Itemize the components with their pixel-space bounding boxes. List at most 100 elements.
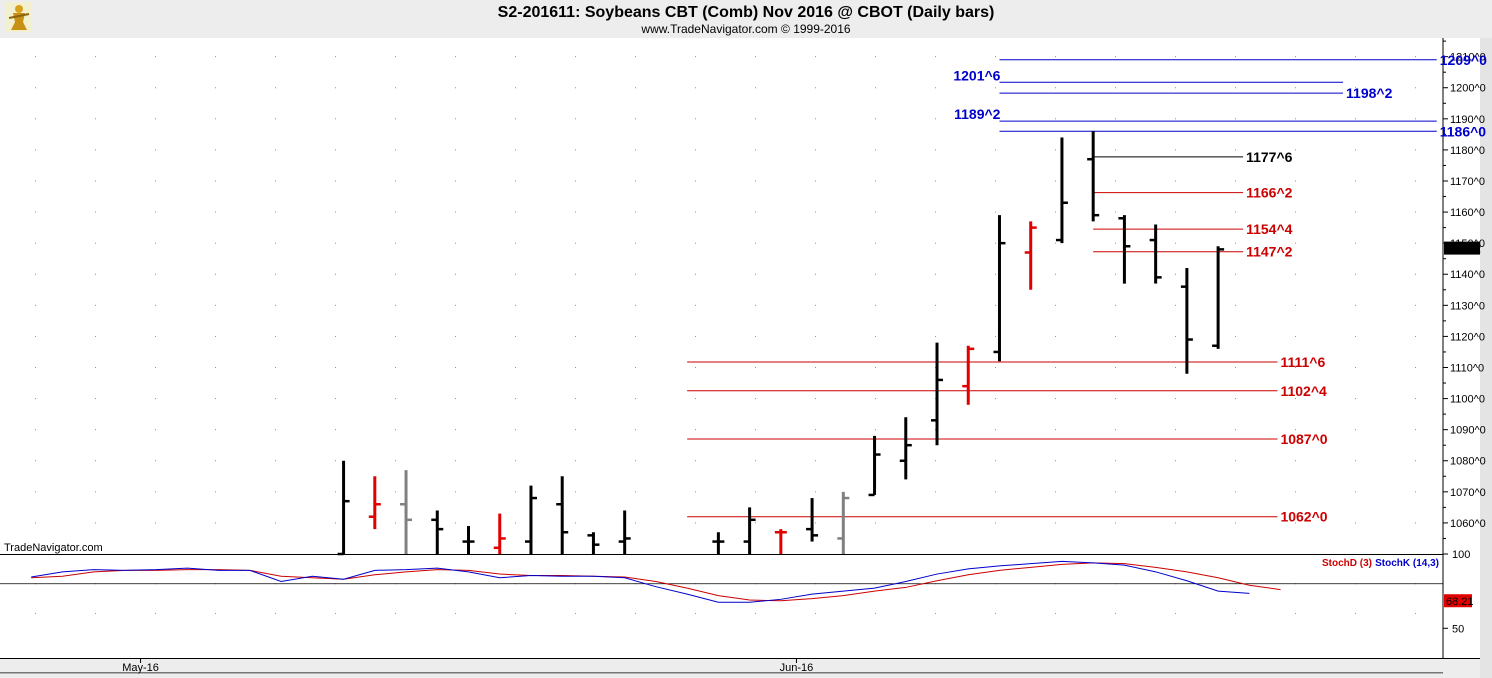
price-axis-ticks: 1060^0 1070^0 1080^0 1090^0 1100^0 1110^0 1120… (1443, 40, 1486, 635)
grid-dot (215, 429, 216, 431)
grid-dot (1415, 335, 1416, 337)
grid-dot (755, 491, 756, 493)
grid-dot (275, 118, 276, 120)
grid-dot (155, 398, 156, 400)
grid-dot (215, 522, 216, 524)
grid-dot (515, 242, 516, 244)
level-label: 1198^2 (1346, 85, 1393, 101)
grid-dot (635, 304, 636, 306)
grid-dot (935, 180, 936, 182)
grid-dot (155, 273, 156, 275)
grid-dot (515, 211, 516, 213)
grid-dot (935, 118, 936, 120)
grid-dot (1115, 149, 1116, 151)
grid-dot (155, 522, 156, 524)
grid-dot (35, 211, 36, 213)
grid-dot (935, 398, 936, 400)
price-bar (1055, 137, 1068, 244)
grid-dot (1235, 612, 1236, 614)
grid-dot (875, 335, 876, 337)
grid-dot (275, 612, 276, 614)
grid-dot (575, 304, 576, 306)
grid-dot (995, 429, 996, 431)
grid-dot (335, 87, 336, 89)
grid-dot (575, 612, 576, 614)
grid-dot (1235, 180, 1236, 182)
grid-dot (1115, 398, 1116, 400)
grid-dot (995, 612, 996, 614)
grid-dot (35, 335, 36, 337)
grid-dot (335, 56, 336, 58)
price-bar (400, 470, 413, 554)
grid-dot (1115, 522, 1116, 524)
grid-dot (815, 612, 816, 614)
grid-dot (695, 149, 696, 151)
price-bar (1118, 215, 1131, 284)
grid-dot (1355, 612, 1356, 614)
price-bar (368, 476, 381, 530)
grid-dot (1415, 366, 1416, 368)
grid-dot (455, 304, 456, 306)
grid-dot (1295, 612, 1296, 614)
price-bar (931, 342, 944, 446)
grid-dot (1355, 522, 1356, 524)
grid-dot (155, 304, 156, 306)
grid-dot (995, 491, 996, 493)
grid-dot (575, 87, 576, 89)
grid-dot (155, 612, 156, 614)
grid-dot (1415, 398, 1416, 400)
grid-dot (515, 366, 516, 368)
price-bar (774, 529, 787, 554)
grid-dot (695, 304, 696, 306)
price-bar (431, 510, 444, 554)
grid-dot (275, 460, 276, 462)
grid-dot (1415, 273, 1416, 275)
grid-dot (215, 335, 216, 337)
grid-dot (1175, 429, 1176, 431)
grid-dot (1055, 149, 1056, 151)
level-label: 1154^4 (1246, 221, 1293, 237)
grid-dot (695, 612, 696, 614)
grid-dot (1175, 211, 1176, 213)
grid-dot (395, 429, 396, 431)
grid-dot (1355, 366, 1356, 368)
grid-dot (1355, 429, 1356, 431)
price-bar (868, 435, 881, 497)
grid-dot (275, 366, 276, 368)
grid-dot (1055, 398, 1056, 400)
grid-dot (695, 491, 696, 493)
grid-dot (815, 429, 816, 431)
right-scrollbar[interactable] (1480, 38, 1492, 678)
grid-dot (335, 366, 336, 368)
level-label: 1177^6 (1246, 149, 1293, 165)
grid-dot (635, 335, 636, 337)
grid-dot (1355, 398, 1356, 400)
grid-dot (1115, 273, 1116, 275)
grid-dot (1295, 180, 1296, 182)
price-tick-label: 1120^0 (1450, 331, 1485, 343)
grid-dot (995, 366, 996, 368)
price-bars (337, 131, 1225, 556)
grid-dot (1355, 304, 1356, 306)
grid-dot (395, 612, 396, 614)
grid-dot (515, 149, 516, 151)
grid-dot (815, 56, 816, 58)
grid-dot (215, 211, 216, 213)
price-tick-label: 1160^0 (1450, 207, 1485, 219)
grid-dot (1115, 304, 1116, 306)
grid-dot (1175, 491, 1176, 493)
grid-dot (755, 612, 756, 614)
level-label: 1111^6 (1280, 354, 1325, 370)
grid-dot (755, 56, 756, 58)
last-price-marker: 1148^2 (1444, 241, 1481, 256)
grid-dot (575, 118, 576, 120)
grid-dot (335, 612, 336, 614)
grid-dot (1055, 118, 1056, 120)
grid-dot (395, 366, 396, 368)
grid-dot (1175, 273, 1176, 275)
grid-dot (575, 460, 576, 462)
grid-dot (1415, 460, 1416, 462)
time-tick-label: Jun-16 (780, 662, 814, 674)
grid-dot (575, 211, 576, 213)
